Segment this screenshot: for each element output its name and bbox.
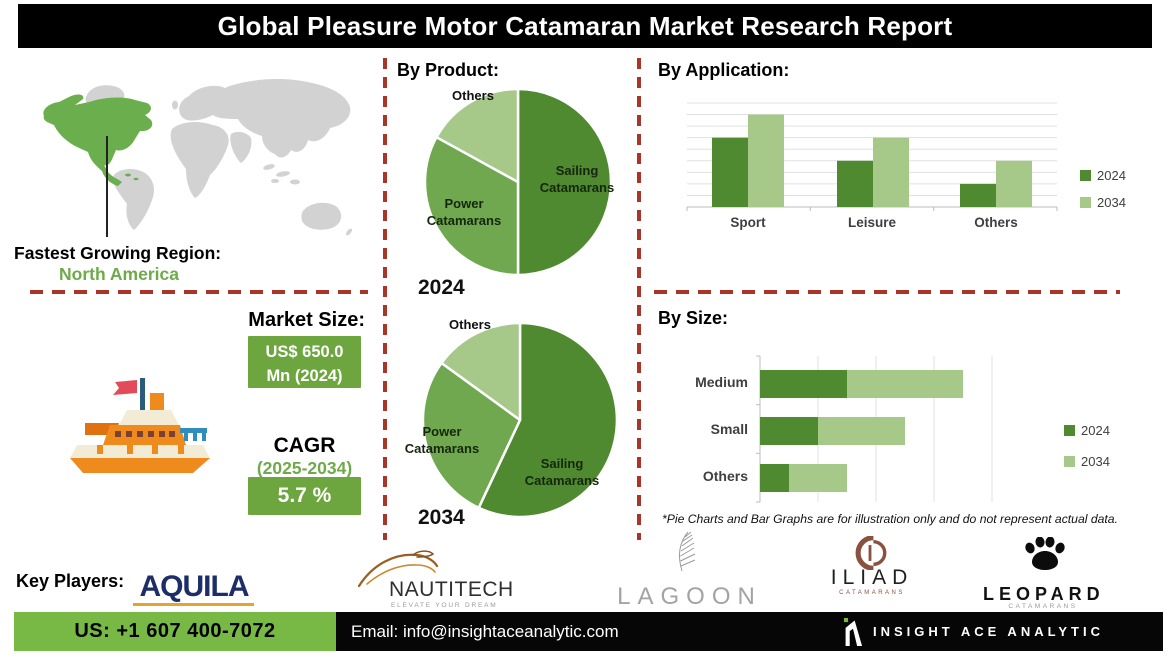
boat-cabin [103,425,186,445]
divider-horizontal-right [654,290,1120,294]
island-caribbean-1 [125,173,131,177]
island-uk [172,100,178,110]
boat-railing [180,428,207,441]
size-legend-2034-label: 2034 [1081,454,1110,469]
app-legend-2034-label: 2034 [1097,195,1126,210]
disclaimer-footnote: *Pie Charts and Bar Graphs are for illus… [662,512,1118,526]
boat-flag [113,380,137,395]
footer-phone-block: US: +1 607 400-7072 [14,612,336,651]
report-title: Global Pleasure Motor Catamaran Market R… [217,10,953,41]
insight-ace-brand: INSIGHT ACE ANALYTIC [842,612,1104,651]
size-legend-2024: 2024 [1064,423,1110,438]
key-players-label: Key Players: [16,571,125,591]
divider-horizontal-left [30,290,368,294]
legend-swatch-size-2034 [1064,456,1075,467]
pie2024-others-label: Others [452,88,494,103]
app-legend-2034: 2034 [1080,195,1126,210]
legend-swatch-2024 [1080,170,1091,181]
app-legend-2024-label: 2024 [1097,168,1126,183]
pie-chart-2034 [421,321,619,519]
boat-hull-tabs [97,445,184,454]
footer-phone: US: +1 607 400-7072 [74,620,276,642]
size-bar-chart [756,355,993,503]
title-bar: Global Pleasure Motor Catamaran Market R… [18,4,1152,48]
cagr-value-box: 5.7 % [248,477,361,515]
island-se-asia-3 [290,179,300,185]
pie-chart-2024 [423,87,613,277]
pie2024-year-label: 2024 [418,276,465,299]
boat-upper-deck [119,410,179,425]
insight-ace-brand-text: INSIGHT ACE ANALYTIC [873,624,1104,639]
pie2024-power-label: Power Catamarans [426,196,502,228]
size-category-medium: Medium [695,374,748,390]
cagr-period: (2025-2034) [256,458,353,478]
island-se-asia-2 [276,171,290,177]
pie2034-power-label: Power Catamarans [404,424,480,456]
nautitech-logo: NAUTITECH [389,578,514,601]
app-legend-2024: 2024 [1080,168,1126,183]
boat-hull-bottom [70,458,210,473]
pie2034-year-label: 2034 [418,506,465,529]
aquila-logo: AQUILA [139,570,250,603]
iliad-monogram-icon [855,536,887,570]
lagoon-palm-icon [679,531,696,572]
island-se-asia-1 [263,164,275,170]
size-category-others: Others [702,468,748,484]
market-size-label: Market Size: [248,309,365,331]
market-size-value-box: US$ 650.0 Mn (2024) [248,336,361,388]
island-new-zealand [346,228,352,236]
cagr-label: CAGR [273,434,336,457]
continent-asia [209,79,351,158]
by-product-heading: By Product: [397,60,500,80]
continent-australia [301,202,342,230]
footer-email-block: Email: info@insightaceanalytic.com [336,612,1163,651]
by-application-heading: By Application: [658,60,790,80]
size-category-small: Small [710,421,748,437]
app-category-leisure: Leisure [847,215,897,230]
legend-swatch-size-2024 [1064,425,1075,436]
lagoon-logo: LAGOON [617,583,762,610]
by-size-heading: By Size: [658,308,729,328]
boat-funnel [150,393,164,410]
pie2034-sailing-label: Sailing Catamarans [524,456,600,488]
pie2034-others-label: Others [449,317,491,332]
boat-windows [115,431,175,437]
iliad-sub-label: CATAMARANS [839,590,905,596]
footer-email: Email: info@insightaceanalytic.com [351,621,619,641]
nautitech-tagline: ELEVATE YOUR DREAM [391,602,498,609]
application-bar-chart [686,102,1058,211]
aquila-underline [133,603,254,606]
pie2024-sailing-label: Sailing Catamarans [539,163,615,195]
size-legend-2024-label: 2024 [1081,423,1110,438]
fastest-growing-region-value: North America [59,264,179,284]
size-legend-2034: 2034 [1064,454,1110,469]
nautitech-bird-icon [357,550,439,588]
market-size-value-line1: US$ 650.0 [265,343,344,361]
market-size-value-line2: Mn (2024) [266,366,343,385]
region-india [230,131,252,163]
iliad-logo: ILIAD [830,566,914,589]
legend-swatch-2034 [1080,197,1091,208]
divider-vertical-left [383,58,387,540]
leopard-sub-label: CATAMARANS [1008,603,1078,610]
continent-africa [170,121,229,198]
divider-vertical-right [637,58,641,540]
boat-hull-mid [70,445,210,458]
island-se-asia-4 [271,179,279,183]
fastest-growing-region-label: Fastest Growing Region: [14,243,222,263]
app-category-others: Others [974,215,1018,230]
world-map [43,79,352,236]
region-pointer-line [106,136,108,237]
island-japan [302,117,310,131]
insight-ace-logo-icon [843,617,863,646]
leopard-logo: LEOPARD [983,584,1105,604]
continent-south-america [113,169,154,230]
boat-mast [140,378,145,412]
region-north-america-highlight [43,94,153,186]
island-caribbean-2 [133,177,139,181]
catamaran-boat-icon [70,378,210,473]
leopard-paw-icon [1025,537,1065,570]
app-category-sport: Sport [730,215,766,230]
